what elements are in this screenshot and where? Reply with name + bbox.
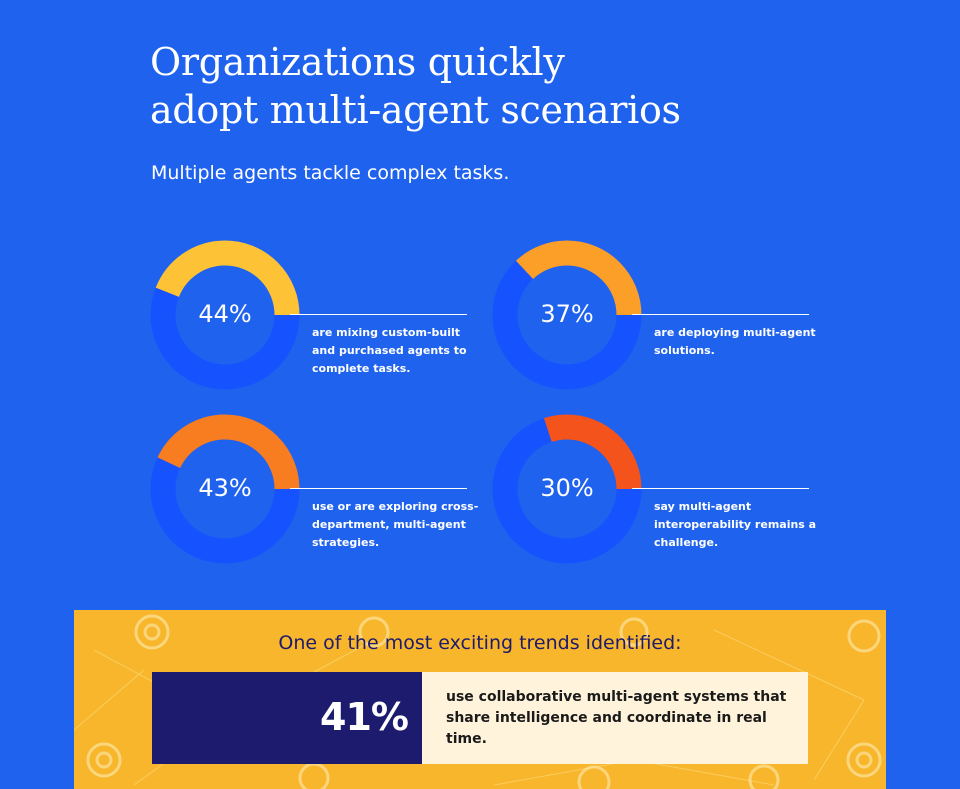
donut-arc-1 <box>150 240 300 390</box>
trend-highlight-panel: One of the most exciting trends identifi… <box>74 610 886 789</box>
donut-chart-2 <box>492 240 642 390</box>
stat-description-4: say multi-agent interoperability remains… <box>654 500 817 549</box>
page-title-line-2: adopt multi-agent scenarios <box>150 88 681 132</box>
stat-card-3: 43% use or are exploring cross-departmen… <box>150 413 490 573</box>
stat-value-4: 30% <box>540 474 594 502</box>
stat-description-3: use or are exploring cross-department, m… <box>312 500 479 549</box>
stat-card-2: 37% are deploying multi-agent solutions. <box>492 239 832 399</box>
stat-card-1: 44% are mixing custom-built and purchase… <box>150 239 490 399</box>
stat-divider-3 <box>290 488 467 489</box>
trend-heading: One of the most exciting trends identifi… <box>278 632 682 654</box>
trend-description-box: use collaborative multi-agent systems th… <box>422 672 808 764</box>
stat-description-1: are mixing custom-built and purchased ag… <box>312 326 467 375</box>
stat-card-4: 30% say multi-agent interoperability rem… <box>492 413 832 573</box>
page-title-line-1: Organizations quickly <box>150 40 565 84</box>
donut-arc-2 <box>492 240 642 390</box>
page-subtitle: Multiple agents tackle complex tasks. <box>151 162 510 184</box>
stat-description-2: are deploying multi-agent solutions. <box>654 326 816 357</box>
donut-chart-3 <box>150 414 300 564</box>
trend-description: use collaborative multi-agent systems th… <box>446 689 787 747</box>
donut-arc-3 <box>150 414 300 564</box>
trend-value: 41% <box>320 695 409 739</box>
trend-value-box: 41% <box>152 672 422 764</box>
stat-divider-4 <box>632 488 809 489</box>
page-title: Organizations quickly adopt multi-agent … <box>150 38 870 134</box>
stat-value-2: 37% <box>540 300 594 328</box>
donut-chart-1 <box>150 240 300 390</box>
stat-value-3: 43% <box>198 474 252 502</box>
stat-divider-1 <box>290 314 467 315</box>
stat-divider-2 <box>632 314 809 315</box>
donut-chart-4 <box>492 414 642 564</box>
donut-arc-4 <box>492 414 642 564</box>
stat-value-1: 44% <box>198 300 252 328</box>
